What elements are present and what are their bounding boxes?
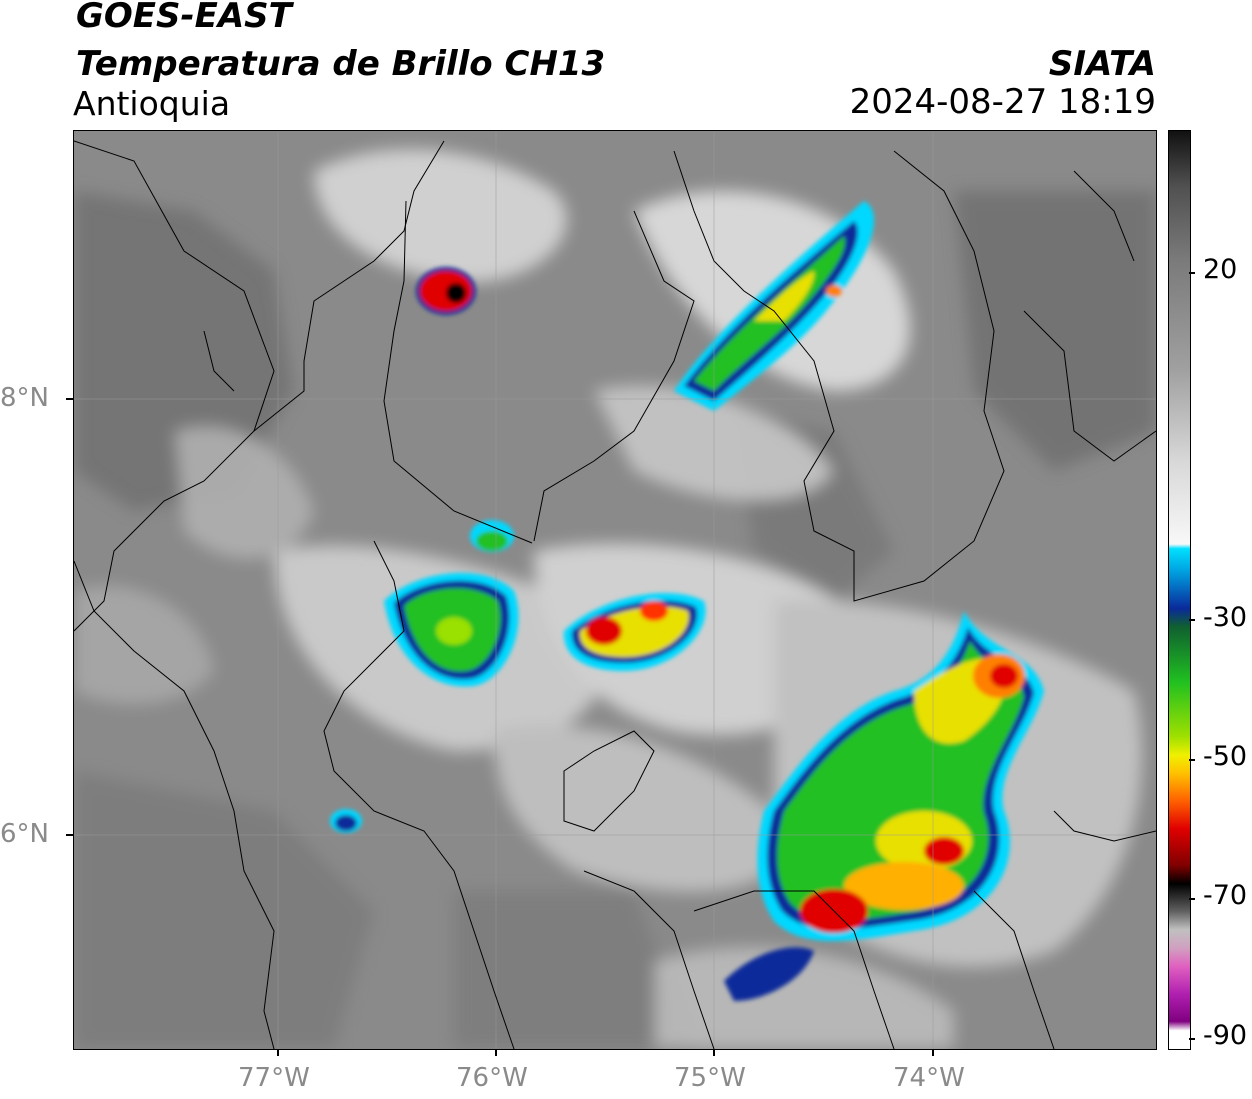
lat-tick-8n [66,398,73,400]
product-title: Temperatura de Brillo CH13 [76,44,606,84]
lat-tick-6n [66,834,73,836]
lon-label-74w: 74°W [893,1063,965,1093]
colorbar-tick-minus70 [1189,898,1195,900]
storm-cell-west [384,572,519,687]
colorbar-label-minus70: -70 [1203,880,1248,911]
lon-label-77w: 77°W [238,1063,310,1093]
colorbar-tick-minus30 [1189,619,1195,621]
colorbar-label-minus50: -50 [1203,741,1248,772]
lon-tick-74w [932,1049,934,1056]
lat-label-8n: 8°N [0,383,49,413]
storm-cell-northeast [674,201,874,411]
storm-cell-center [563,592,706,671]
lat-label-6n: 6°N [0,819,49,849]
lon-tick-76w [495,1049,497,1056]
lon-tick-75w [713,1049,715,1056]
agency-label: SIATA [1048,44,1156,84]
colorbar-tick-minus50 [1189,759,1195,761]
storm-cell-southeast [724,611,1044,1001]
lon-label-75w: 75°W [674,1063,746,1093]
satellite-title: GOES-EAST [76,0,292,36]
lon-label-76w: 76°W [456,1063,528,1093]
storm-cell-north [416,267,476,315]
satellite-map [73,130,1157,1050]
colorbar-label-minus30: -30 [1203,602,1248,633]
region-title: Antioquia [73,84,231,123]
colorbar-tick-minus90 [1189,1038,1195,1040]
colorbar-tick-20 [1189,272,1195,274]
storm-cell-small-west [470,520,514,552]
storm-cell-southwest [330,809,362,833]
gridlines [74,131,1156,1049]
colorbar [1168,130,1191,1050]
colorbar-label-20: 20 [1203,254,1238,285]
colorbar-label-minus90: -90 [1203,1020,1248,1051]
datetime-label: 2024-08-27 18:19 [849,82,1156,122]
borders [74,140,1156,1049]
dark-areas [74,191,1156,1049]
storm-cells [330,201,1044,1001]
lon-tick-77w [277,1049,279,1056]
